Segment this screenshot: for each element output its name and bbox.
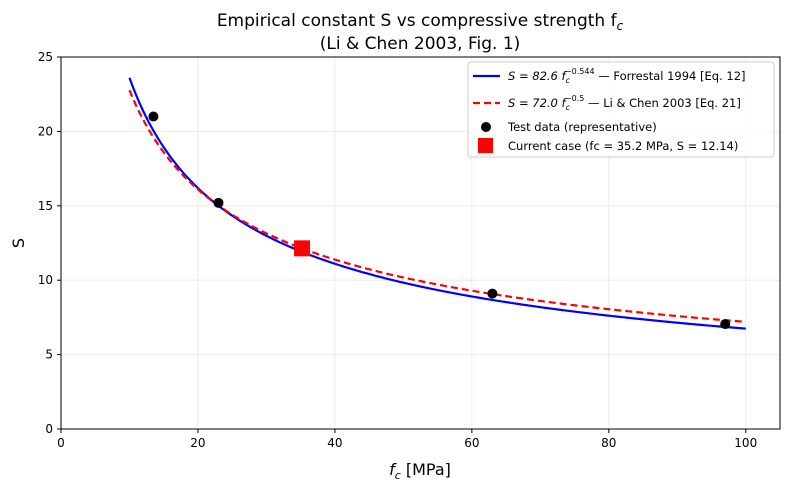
y-tick-label: 0 <box>45 422 53 436</box>
chart-title-line2: (Li & Chen 2003, Fig. 1) <box>320 34 521 54</box>
axes-frame <box>60 56 781 430</box>
series-line-0 <box>128 77 746 330</box>
y-tick-label: 15 <box>38 199 53 213</box>
legend-marker-current-case <box>478 138 493 153</box>
legend-label-lichen: S = 72.0 fc−0.5 — Li & Chen 2003 [Eq. 21… <box>508 94 741 112</box>
y-tick-label: 20 <box>38 124 53 138</box>
x-tick-label: 0 <box>57 436 65 450</box>
legend: S = 82.6 fc−0.544 — Forrestal 1994 [Eq. … <box>467 61 775 158</box>
test-data-point <box>720 319 731 330</box>
ticks: 0 20 40 60 80 100 0 5 10 15 20 25 <box>38 50 757 450</box>
y-axis-label: S <box>9 238 28 248</box>
y-tick-label: 5 <box>45 348 53 362</box>
plot-area <box>128 77 746 330</box>
series-line-1 <box>128 89 746 323</box>
x-axis-label: fc [MPa] <box>389 460 451 482</box>
current-case-marker <box>294 240 311 257</box>
legend-label-test-data: Test data (representative) <box>507 120 657 134</box>
x-tick-label: 40 <box>327 436 342 450</box>
x-tick-label: 20 <box>190 436 205 450</box>
test-data-point <box>487 288 498 299</box>
legend-label-forrestal: S = 82.6 fc−0.544 — Forrestal 1994 [Eq. … <box>508 67 746 85</box>
legend-marker-test-data <box>481 122 491 132</box>
test-data-point <box>213 197 224 208</box>
test-data-point <box>148 111 159 122</box>
y-tick-label: 25 <box>38 50 53 64</box>
x-tick-label: 100 <box>734 436 757 450</box>
x-tick-label: 60 <box>464 436 479 450</box>
y-tick-label: 10 <box>38 273 53 287</box>
x-tick-label: 80 <box>601 436 616 450</box>
legend-label-current-case: Current case (fc = 35.2 MPa, S = 12.14) <box>508 139 738 153</box>
chart-title-line1: Empirical constant S vs compressive stre… <box>217 11 624 33</box>
